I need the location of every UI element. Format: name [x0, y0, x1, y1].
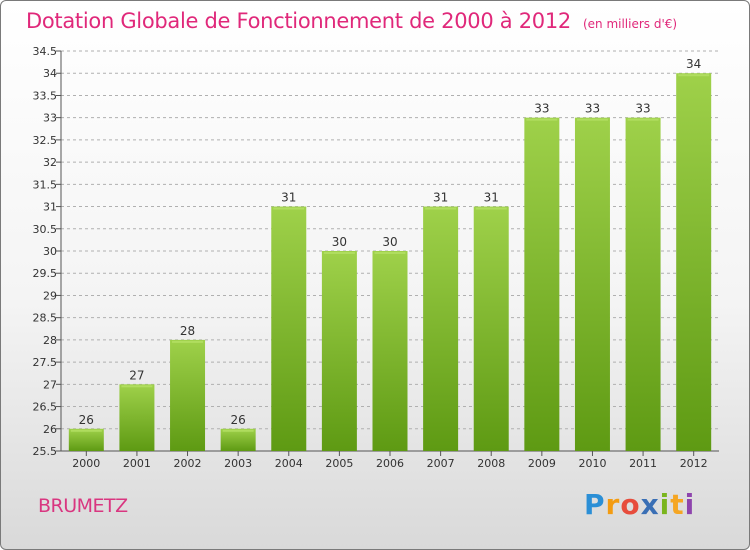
y-tick-label: 32	[43, 156, 57, 169]
bar	[574, 117, 610, 452]
y-tick-label: 31.5	[33, 178, 58, 191]
bar-highlight	[172, 340, 204, 343]
data-label: 34	[686, 57, 701, 71]
x-tick-label: 2004	[275, 457, 303, 470]
data-labels: 26 27 28 26 31 30 30 31 31 33 33 33 34	[79, 57, 702, 427]
data-label: 28	[180, 324, 195, 338]
x-tick-label: 2001	[123, 457, 151, 470]
y-tick-label: 28	[43, 334, 57, 347]
chart-unit: (en milliers d'€)	[582, 17, 678, 31]
data-label: 30	[332, 235, 347, 249]
y-tick-label: 26	[43, 423, 57, 436]
bar-highlight	[576, 118, 608, 121]
y-tick-label: 27.5	[33, 356, 58, 369]
y-tick-label: 27	[43, 378, 57, 391]
x-tick-label: 2010	[578, 457, 606, 470]
x-tick-label: 2003	[224, 457, 252, 470]
y-tick-label: 29	[43, 289, 57, 302]
data-label: 33	[534, 102, 549, 116]
y-tick-label: 26.5	[33, 401, 58, 414]
x-tick-label: 2000	[72, 457, 100, 470]
x-tick-label: 2006	[376, 457, 404, 470]
x-tick-label: 2009	[528, 457, 556, 470]
y-tick-label: 34	[43, 67, 57, 80]
data-label: 26	[79, 413, 94, 427]
commune-name: BRUMETZ	[38, 495, 128, 517]
x-tick-label: 2002	[174, 457, 202, 470]
y-tick-label: 30.5	[33, 223, 58, 236]
bar	[423, 206, 459, 451]
data-label: 31	[281, 191, 296, 205]
x-tick-label: 2011	[629, 457, 657, 470]
bar	[68, 428, 104, 451]
x-tick-label: 2012	[680, 457, 708, 470]
data-label: 33	[585, 102, 600, 116]
bar	[625, 117, 661, 452]
y-tick-label: 31	[43, 201, 57, 214]
bar-highlight	[121, 385, 153, 388]
bar	[676, 73, 712, 451]
bar-highlight	[323, 252, 355, 254]
bar-highlight	[526, 118, 558, 121]
y-tick-label: 25.5	[33, 445, 58, 458]
bar	[524, 117, 560, 452]
y-tick-label: 30	[43, 245, 57, 258]
x-tick-label: 2007	[427, 457, 455, 470]
bar	[271, 206, 307, 451]
bar-highlight	[475, 207, 507, 210]
data-label: 31	[484, 191, 499, 205]
title-line: Dotation Globale de Fonctionnement de 20…	[26, 9, 677, 33]
y-tick-label: 33.5	[33, 89, 58, 102]
bar	[220, 428, 256, 451]
y-tick-label: 32.5	[33, 134, 58, 147]
bar-highlight	[273, 207, 305, 210]
data-label: 27	[129, 368, 144, 382]
y-tick-label: 29.5	[33, 267, 58, 280]
y-tick-label: 28.5	[33, 312, 58, 325]
bar-highlight	[425, 207, 457, 210]
bars	[68, 73, 712, 452]
bar	[119, 384, 155, 451]
bar-highlight	[678, 74, 710, 77]
y-tick-label: 34.5	[33, 45, 58, 58]
data-label: 31	[433, 191, 448, 205]
bar-highlight	[374, 252, 406, 254]
data-label: 26	[231, 413, 246, 427]
x-tick-label: 2005	[325, 457, 353, 470]
data-label: 33	[635, 102, 650, 116]
y-tick-label: 33	[43, 112, 57, 125]
chart-title: Dotation Globale de Fonctionnement de 20…	[26, 9, 571, 33]
bar	[170, 339, 206, 451]
axes: 25.5 26 26.5 27 27.5 28 28.5 29 29.5 30 30.5 31 31.5…	[33, 45, 719, 470]
bar-highlight	[70, 429, 102, 432]
bar	[321, 251, 357, 451]
data-label: 30	[382, 235, 397, 249]
bar-highlight	[222, 429, 254, 432]
proxiti-logo: Proxiti	[584, 488, 696, 521]
x-tick-label: 2008	[477, 457, 505, 470]
bar-highlight	[627, 118, 659, 121]
bar	[372, 251, 408, 451]
bar	[473, 206, 509, 451]
